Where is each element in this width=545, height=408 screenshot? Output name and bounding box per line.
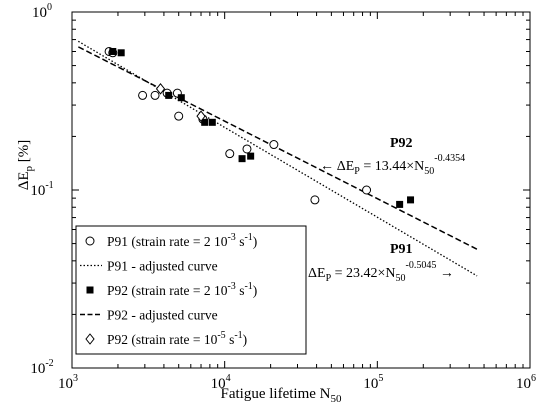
p92-adjusted-curve	[77, 46, 478, 250]
axis-ticks	[71, 12, 530, 369]
legend-marker-swatch	[85, 333, 95, 345]
x-tick-label: 106	[516, 373, 536, 392]
filled-square-point	[201, 118, 209, 126]
axis-labels: 103 104 105 106 10-2 10-1 100 Fatigue lifetime …	[16, 2, 536, 405]
x-axis-title: Fatigue lifetime N50	[221, 386, 342, 405]
data-points	[104, 46, 415, 208]
open-circle-point	[138, 90, 148, 100]
y-tick-label: 100	[32, 2, 52, 21]
x-tick-label: 105	[363, 373, 383, 392]
open-circle-point	[362, 185, 372, 195]
filled-square-point	[177, 94, 185, 102]
open-circle-point	[174, 111, 184, 121]
x-tick-label: 103	[58, 373, 78, 392]
y-tick-label: 10-2	[30, 358, 53, 377]
open-circle-point	[310, 195, 320, 205]
y-axis-title: ΔEp [%]	[16, 140, 35, 191]
legend-marker-swatch	[85, 236, 95, 246]
fit-curves	[77, 40, 478, 277]
filled-square-point	[208, 118, 216, 126]
annotations: P92 ← ΔEP = 13.44×N50-0.4354 P91 ΔEP = 23.4…	[308, 136, 465, 284]
filled-square-point	[247, 152, 255, 160]
filled-square-point	[407, 196, 415, 204]
y-tick-label: 10-1	[30, 180, 53, 199]
x-tick-label: 104	[211, 373, 231, 392]
legend: P91 (strain rate = 2 10-3 s-1) P91 - adju…	[75, 225, 307, 355]
filled-square-point	[117, 49, 125, 57]
p91-annotation-name: P91	[390, 242, 413, 257]
open-circle-point	[225, 149, 235, 159]
open-diamond-point	[196, 110, 206, 122]
legend-entry-label: P92 (strain rate = 2 10-3 s-1)	[107, 281, 257, 298]
plot-frame	[71, 11, 531, 369]
open-diamond-point	[155, 83, 166, 95]
filled-square-point	[396, 200, 404, 208]
p92-equation: ← ΔEP = 13.44×N50-0.4354	[320, 153, 465, 177]
legend-entry-label: P92 (strain rate = 10-5 s-1)	[107, 330, 247, 347]
legend-entry-label: P92 - adjusted curve	[107, 308, 218, 323]
open-circle-point	[150, 90, 160, 100]
p92-annotation-name: P92	[390, 136, 413, 151]
filled-square-point	[109, 47, 117, 55]
legend-marker-swatch	[86, 286, 94, 294]
legend-entry-label: P91 - adjusted curve	[107, 259, 218, 274]
legend-box	[75, 225, 307, 355]
open-circle-point	[269, 140, 279, 150]
open-circle-point	[242, 144, 252, 154]
legend-entry-label: P91 (strain rate = 2 10-3 s-1)	[107, 232, 257, 249]
p91-equation: ΔEP = 23.42×N50-0.5045 →	[308, 260, 454, 284]
filled-square-point	[165, 91, 173, 99]
filled-square-point	[238, 155, 246, 163]
